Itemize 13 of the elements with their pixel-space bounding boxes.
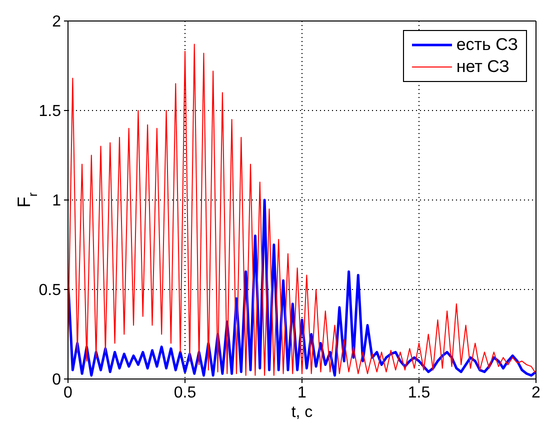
x-tick-label: 1.5 (408, 384, 430, 402)
x-tick-label: 0.5 (174, 384, 196, 402)
x-tick-label: 2 (532, 384, 541, 402)
y-tick-label: 2 (52, 14, 62, 31)
y-tick-label: 1 (52, 192, 62, 210)
legend-label: есть СЗ (456, 34, 518, 56)
x-tick-label: 0 (64, 384, 73, 402)
y-tick-label: 0.5 (38, 282, 62, 300)
legend-label: нет СЗ (456, 56, 510, 78)
x-tick-label: 1 (298, 384, 307, 402)
y-tick-label: 1.5 (38, 103, 62, 120)
y-tick-label: 0 (52, 372, 62, 389)
x-axis-title: t, c (291, 404, 313, 421)
